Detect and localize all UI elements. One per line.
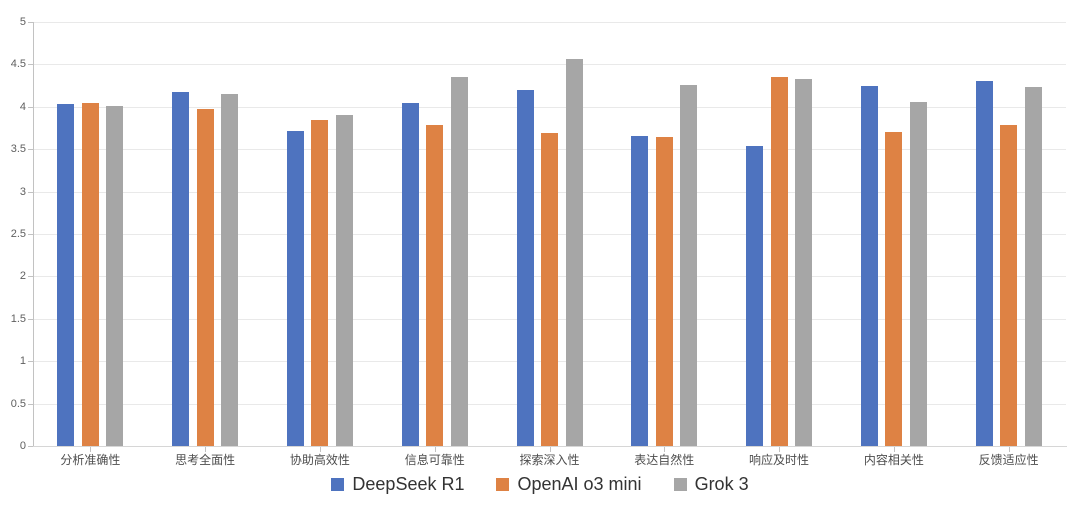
x-axis-tick bbox=[779, 447, 781, 452]
bar-grok-3-内容相关性 bbox=[909, 101, 927, 446]
gridline bbox=[33, 22, 1066, 23]
x-axis-category-label: 协助高效性 bbox=[289, 453, 350, 467]
x-axis-tick bbox=[664, 447, 666, 452]
legend-label-deepseek-r1: DeepSeek R1 bbox=[352, 474, 465, 494]
y-axis-label: 0.5 bbox=[10, 397, 26, 410]
bar-grok-3-表达自然性 bbox=[680, 84, 698, 446]
legend-item-deepseek-r1[interactable]: DeepSeek R1 bbox=[331, 473, 464, 495]
x-axis-category-label: 反馈适应性 bbox=[978, 453, 1039, 467]
y-axis-label: 2 bbox=[19, 270, 26, 283]
y-axis-tick bbox=[28, 446, 33, 447]
bar-grok-3-协助高效性 bbox=[335, 115, 353, 446]
x-axis-category-label: 响应及时性 bbox=[749, 453, 810, 467]
y-axis-tick bbox=[28, 361, 33, 363]
y-axis-label: 2.5 bbox=[10, 228, 26, 240]
bar-deepseek-r1-思考全面性 bbox=[172, 92, 190, 446]
legend-item-openai-o3-mini[interactable]: OpenAI o3 mini bbox=[496, 473, 642, 495]
bar-deepseek-r1-分析准确性 bbox=[57, 104, 75, 446]
legend-item-grok-3[interactable]: Grok 3 bbox=[673, 473, 749, 495]
y-axis-tick bbox=[28, 318, 33, 320]
bar-openai-o3-mini-反馈适应性 bbox=[1000, 124, 1018, 446]
bar-deepseek-r1-协助高效性 bbox=[286, 130, 304, 446]
x-axis-category-label: 探索深入性 bbox=[519, 453, 580, 467]
legend-swatch-grok-3 bbox=[673, 477, 687, 491]
bar-openai-o3-mini-探索深入性 bbox=[541, 133, 558, 446]
x-axis-tick bbox=[90, 447, 92, 452]
bar-grok-3-响应及时性 bbox=[795, 78, 813, 446]
bar-openai-o3-mini-响应及时性 bbox=[770, 77, 788, 446]
x-axis-category-label: 内容相关性 bbox=[863, 453, 924, 467]
gridline bbox=[33, 106, 1066, 108]
x-axis-tick bbox=[434, 447, 436, 452]
bar-openai-o3-mini-协助高效性 bbox=[311, 120, 329, 446]
x-axis-tick bbox=[205, 447, 207, 452]
bar-deepseek-r1-内容相关性 bbox=[860, 85, 878, 446]
x-axis-tick bbox=[893, 447, 895, 452]
bar-openai-o3-mini-信息可靠性 bbox=[426, 124, 444, 446]
bar-grok-3-探索深入性 bbox=[565, 59, 583, 446]
gridline bbox=[33, 64, 1066, 66]
y-axis-label: 3 bbox=[19, 185, 26, 198]
x-axis-category-label: 分析准确性 bbox=[60, 453, 121, 467]
y-axis-tick bbox=[28, 403, 33, 405]
y-axis-label: 3.5 bbox=[10, 143, 26, 156]
bar-deepseek-r1-探索深入性 bbox=[516, 89, 534, 446]
bar-openai-o3-mini-内容相关性 bbox=[885, 132, 903, 446]
bar-grok-3-分析准确性 bbox=[106, 105, 124, 446]
legend-label-openai-o3-mini: OpenAI o3 mini bbox=[517, 474, 642, 494]
bar-openai-o3-mini-表达自然性 bbox=[655, 137, 673, 446]
bar-grok-3-思考全面性 bbox=[221, 94, 239, 446]
y-axis-label: 1.5 bbox=[10, 312, 26, 325]
bar-openai-o3-mini-思考全面性 bbox=[196, 109, 214, 446]
y-axis-tick bbox=[28, 22, 33, 23]
x-axis-category-label: 思考全面性 bbox=[175, 453, 236, 467]
y-axis-label: 4 bbox=[19, 100, 26, 113]
bar-deepseek-r1-响应及时性 bbox=[746, 145, 764, 446]
y-axis-label: 4.5 bbox=[10, 58, 26, 71]
y-axis-tick bbox=[28, 234, 33, 235]
y-axis-tick bbox=[28, 276, 33, 278]
y-axis-label: 0 bbox=[19, 440, 26, 452]
x-axis-tick bbox=[319, 447, 321, 452]
y-axis-label: 5 bbox=[19, 16, 26, 28]
x-axis-tick bbox=[549, 447, 551, 452]
bar-deepseek-r1-信息可靠性 bbox=[401, 102, 419, 446]
x-axis bbox=[33, 446, 1067, 447]
y-axis-label: 1 bbox=[19, 355, 26, 368]
bar-grok-3-反馈适应性 bbox=[1024, 87, 1042, 446]
bar-grok-3-信息可靠性 bbox=[450, 77, 468, 446]
y-axis-tick bbox=[28, 191, 33, 193]
legend-swatch-deepseek-r1 bbox=[331, 477, 345, 491]
bar-deepseek-r1-表达自然性 bbox=[631, 135, 649, 446]
legend-label-grok-3: Grok 3 bbox=[694, 474, 749, 494]
x-axis-category-label: 表达自然性 bbox=[634, 453, 695, 467]
bar-deepseek-r1-反馈适应性 bbox=[975, 80, 993, 446]
x-axis-category-label: 信息可靠性 bbox=[404, 453, 465, 467]
x-axis-tick bbox=[1008, 447, 1010, 452]
bar-openai-o3-mini-分析准确性 bbox=[81, 103, 99, 446]
y-axis-tick bbox=[28, 106, 33, 108]
chart-legend: DeepSeek R1 OpenAI o3 mini Grok 3 bbox=[0, 473, 1080, 495]
y-axis-tick bbox=[28, 149, 33, 151]
y-axis-tick bbox=[28, 64, 33, 66]
legend-swatch-openai-o3-mini bbox=[496, 477, 510, 491]
y-axis bbox=[33, 22, 34, 446]
